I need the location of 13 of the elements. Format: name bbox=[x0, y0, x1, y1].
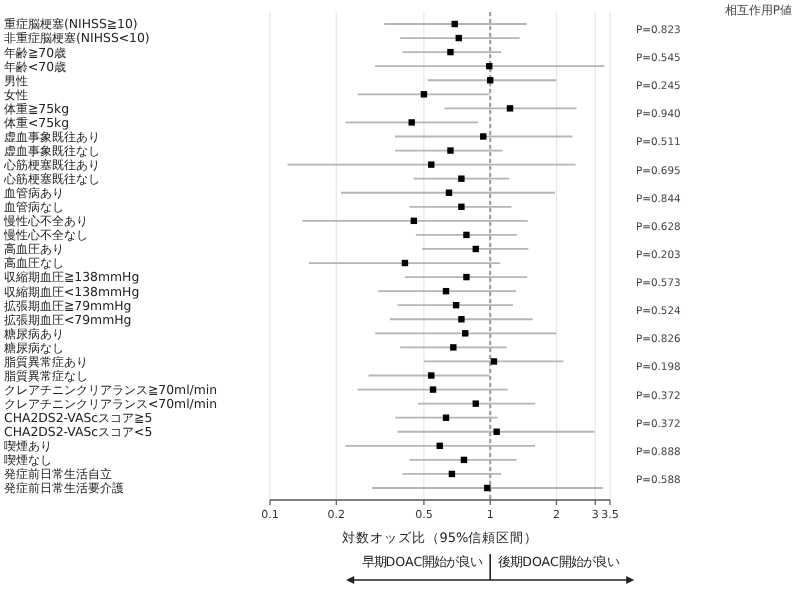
point bbox=[450, 344, 457, 351]
point bbox=[480, 133, 487, 140]
point bbox=[462, 330, 469, 337]
point bbox=[458, 175, 465, 182]
point bbox=[490, 358, 498, 365]
point bbox=[463, 231, 470, 239]
point bbox=[447, 147, 454, 154]
point bbox=[447, 48, 454, 56]
point bbox=[458, 316, 465, 323]
point bbox=[463, 273, 470, 281]
point bbox=[442, 414, 450, 421]
point bbox=[472, 400, 479, 407]
point bbox=[458, 203, 465, 210]
